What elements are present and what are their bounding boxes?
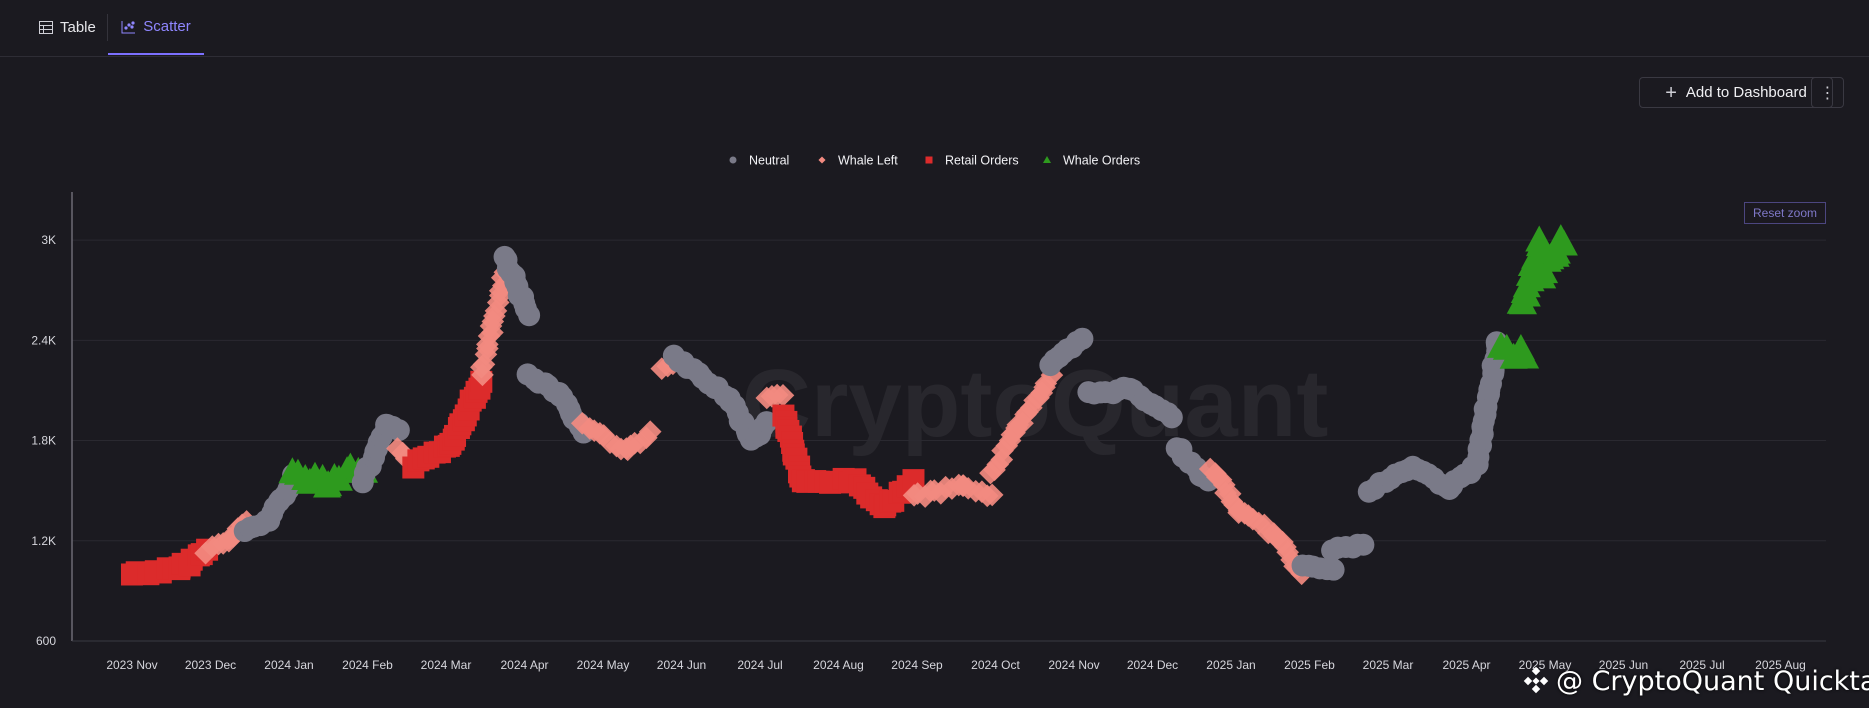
- plus-icon: +: [1665, 81, 1677, 104]
- x-tick-label: 2024 Mar: [421, 658, 472, 672]
- plot-area: [120, 224, 1578, 586]
- cryptoquant-logo-icon: [1522, 667, 1550, 695]
- x-tick-label: 2025 Aug: [1755, 658, 1806, 672]
- add-to-dashboard-button[interactable]: + Add to Dashboard: [1639, 77, 1833, 108]
- neutral-point: [1071, 327, 1094, 350]
- credit-watermark: @ CryptoQuant Quicktak...: [1522, 664, 1869, 698]
- whale-orders-point: [1549, 229, 1578, 256]
- x-tick-label: 2024 May: [577, 658, 630, 672]
- legend-label[interactable]: Whale Left: [838, 154, 898, 168]
- tab-bar: Table Scatter: [0, 0, 1869, 57]
- x-tick-label: 2024 Dec: [1127, 658, 1178, 672]
- x-tick-label: 2025 Mar: [1363, 658, 1414, 672]
- x-tick-label: 2024 Jan: [264, 658, 313, 672]
- x-tick-label: 2025 Jun: [1599, 658, 1648, 672]
- x-tick-label: 2023 Nov: [106, 658, 157, 672]
- x-tick-label: 2024 Aug: [813, 658, 864, 672]
- neutral-point: [387, 419, 410, 442]
- legend-marker: [818, 156, 826, 164]
- neutral-point: [755, 411, 778, 434]
- x-tick-label: 2025 Jan: [1206, 658, 1255, 672]
- legend-marker: [1043, 156, 1051, 163]
- whale-left-point: [638, 420, 662, 443]
- tab-scatter[interactable]: Scatter: [108, 0, 204, 55]
- x-tick-label: 2023 Dec: [185, 658, 236, 672]
- y-tick-label: 1.8K: [31, 434, 56, 448]
- x-tick-label: 2024 Oct: [971, 658, 1020, 672]
- more-vertical-icon: ⋮: [1819, 84, 1836, 102]
- table-icon: [39, 21, 53, 34]
- x-tick-label: 2025 May: [1519, 658, 1572, 672]
- tab-divider: [107, 14, 108, 41]
- scatter-chart-icon: [121, 20, 136, 34]
- x-tick-label: 2024 Jul: [737, 658, 782, 672]
- x-tick-label: 2024 Sep: [891, 658, 943, 672]
- axes: 600 1.2K 1.8K 2.4K 3K 2023 Nov 2023 Dec 2024 Ja…: [31, 192, 1826, 672]
- tab-table-label: Table: [60, 19, 96, 36]
- neutral-point: [1322, 558, 1345, 581]
- y-tick-label: 600: [36, 634, 56, 648]
- neutral-point: [1352, 533, 1375, 556]
- x-tick-label: 2025 Feb: [1284, 658, 1335, 672]
- tab-scatter-label: Scatter: [143, 18, 191, 35]
- x-tick-label: 2024 Nov: [1048, 658, 1099, 672]
- credit-text: @ CryptoQuant Quicktak...: [1556, 665, 1869, 697]
- tab-table[interactable]: Table: [39, 0, 96, 55]
- whale-orders-point: [1511, 342, 1540, 369]
- x-tick-label: 2025 Apr: [1442, 658, 1490, 672]
- whale-left-point: [980, 483, 1004, 507]
- x-tick-label: 2024 Jun: [657, 658, 706, 672]
- legend-label[interactable]: Whale Orders: [1063, 154, 1140, 168]
- neutral-point: [1160, 406, 1183, 429]
- legend-marker: [925, 156, 933, 164]
- legend-label[interactable]: Neutral: [749, 154, 789, 168]
- more-options-button[interactable]: ⋮: [1811, 77, 1844, 108]
- legend-label[interactable]: Retail Orders: [945, 154, 1019, 168]
- y-tick-label: 2.4K: [31, 333, 56, 347]
- reset-zoom-button[interactable]: Reset zoom: [1744, 202, 1826, 224]
- y-tick-label: 3K: [41, 233, 56, 247]
- add-to-dashboard-label: Add to Dashboard: [1685, 84, 1807, 101]
- neutral-point: [518, 304, 541, 327]
- x-tick-label: 2025 Jul: [1679, 658, 1724, 672]
- x-tick-label: 2024 Feb: [342, 658, 393, 672]
- legend-marker: [729, 156, 737, 164]
- whale-left-point: [771, 384, 795, 407]
- y-tick-label: 1.2K: [31, 534, 56, 548]
- legend: Neutral Whale Left Retail Orders Whale Orde…: [729, 154, 1140, 168]
- x-tick-label: 2024 Apr: [500, 658, 548, 672]
